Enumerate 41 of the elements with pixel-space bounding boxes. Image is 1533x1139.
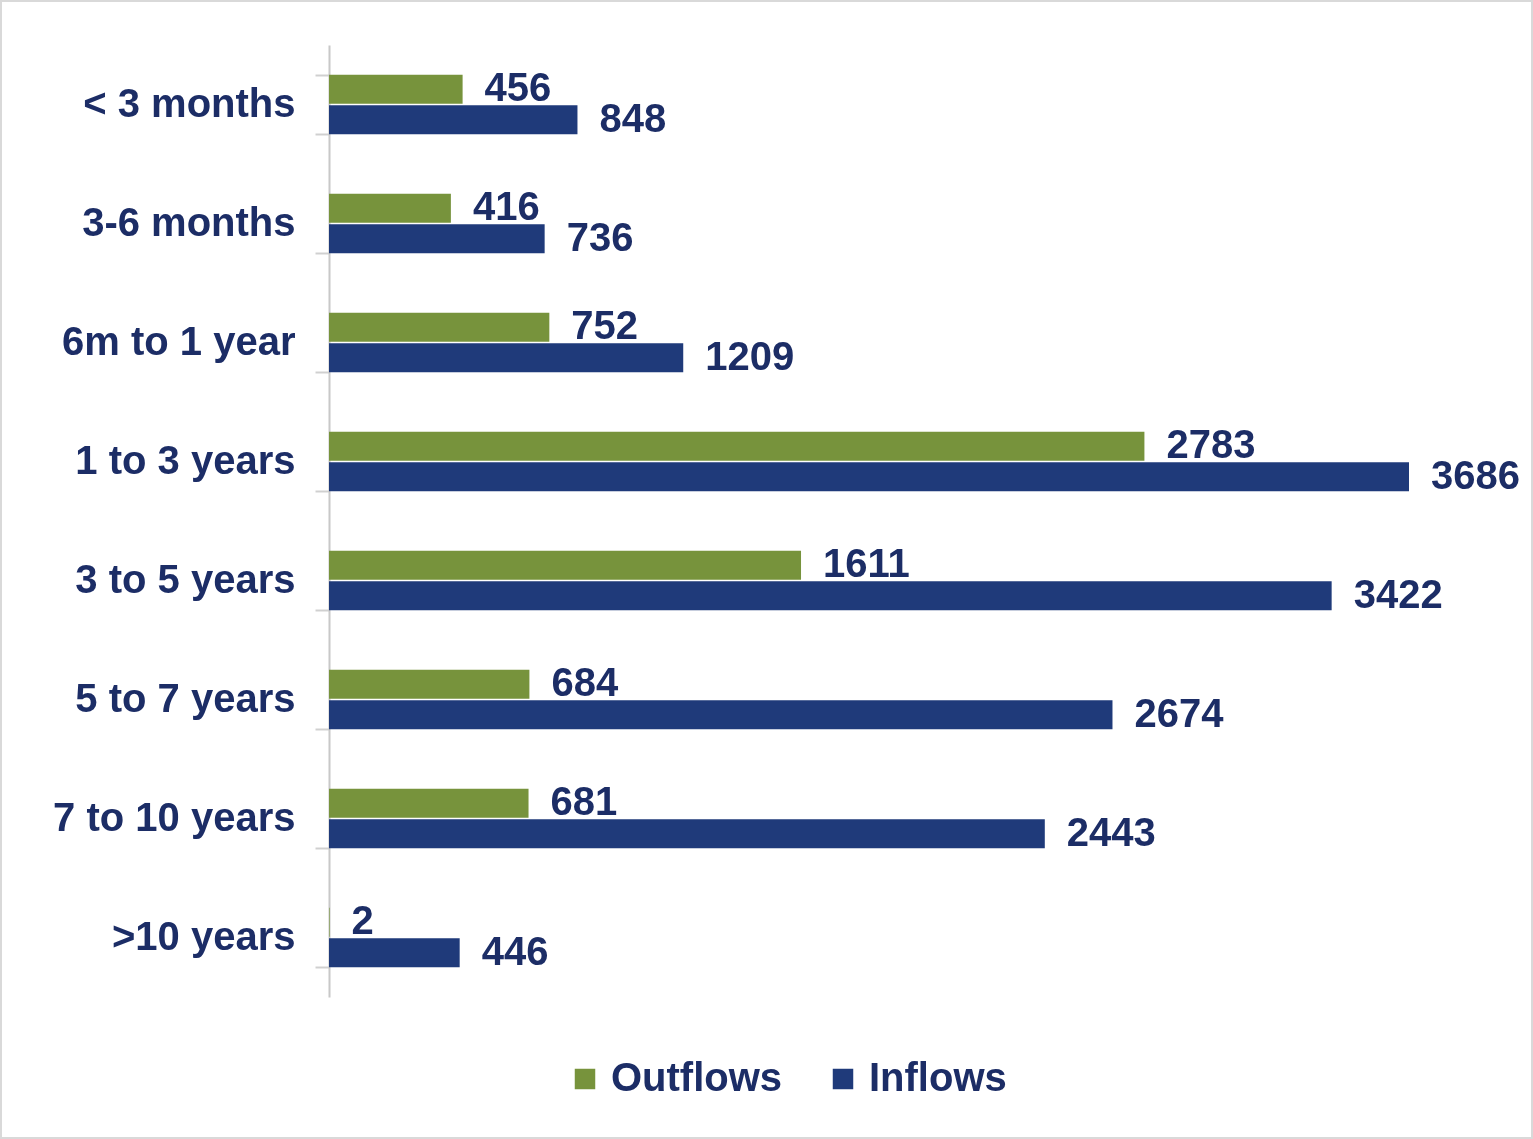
bar (329, 581, 1332, 611)
legend-label: Inflows (869, 1055, 1007, 1099)
data-label: 416 (472, 184, 540, 229)
data-label: 1209 (705, 333, 795, 378)
bar (329, 431, 1145, 461)
bar (329, 788, 529, 818)
data-label: 848 (599, 95, 667, 140)
bar (329, 819, 1045, 849)
data-label: 752 (571, 303, 639, 348)
bar (329, 193, 451, 223)
bar (329, 105, 578, 135)
data-label: 3422 (1353, 571, 1443, 616)
bar (329, 462, 1409, 492)
data-label: 3686 (1431, 452, 1520, 497)
bar (329, 224, 545, 254)
y-tick-label: 1 to 3 years (75, 438, 296, 482)
data-label: 456 (484, 65, 552, 110)
bar (329, 74, 463, 104)
data-label: 446 (481, 928, 549, 973)
y-tick-label: 3 to 5 years (75, 557, 296, 601)
y-tick-label: 5 to 7 years (75, 676, 296, 720)
bar (329, 669, 530, 699)
legend-label: Outflows (611, 1055, 783, 1099)
bar (329, 700, 1113, 730)
data-label: 736 (566, 214, 634, 259)
bar (329, 938, 460, 968)
data-label: 2 (351, 898, 374, 943)
y-tick-label: 6m to 1 year (62, 319, 296, 363)
y-tick-label: >10 years (111, 914, 296, 958)
y-tick-label: < 3 months (83, 81, 296, 125)
data-label: 2443 (1066, 809, 1156, 854)
y-tick-label: 7 to 10 years (53, 795, 296, 839)
data-label: 2674 (1134, 690, 1225, 735)
bar (329, 312, 550, 342)
bar (329, 550, 802, 580)
data-label: 1611 (823, 541, 910, 586)
data-label: 2783 (1166, 422, 1256, 467)
y-tick-label: 3-6 months (82, 200, 296, 244)
data-label: 684 (551, 660, 619, 705)
bar (329, 343, 684, 373)
data-label: 681 (550, 779, 618, 824)
